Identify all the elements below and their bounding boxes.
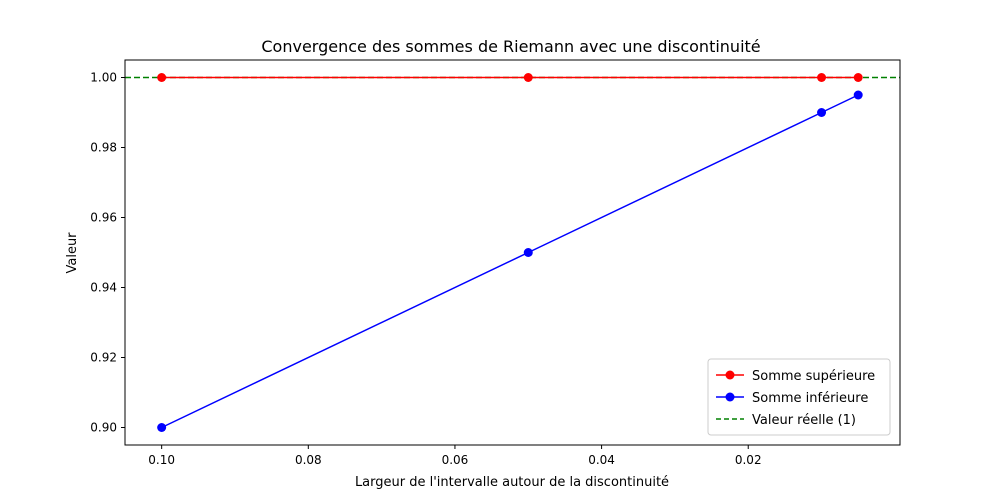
data-point [817,73,827,82]
data-point [157,73,167,82]
x-tick-label: 0.02 [735,453,762,467]
x-axis-label: Largeur de l'intervalle autour de la dis… [355,475,669,490]
legend-marker [725,392,735,402]
x-tick-label: 0.10 [148,453,175,467]
legend: Somme supérieure Somme inférieure Valeur r… [707,358,891,436]
data-point [817,108,827,117]
data-point [157,423,167,432]
y-tick-label: 0.98 [90,141,117,155]
axes-frame [124,59,901,446]
plot-area: 0.10 0.08 0.06 0.04 0.02 0.90 0.92 0.94 0.96 0.98… [90,59,901,467]
x-tick-label: 0.04 [588,453,615,467]
y-axis-label: Valeur [65,232,80,274]
legend-label: Valeur réelle (1) [752,413,856,428]
data-point [523,73,533,82]
y-tick-label: 1.00 [90,71,117,85]
x-tick-label: 0.08 [295,453,322,467]
y-tick-label: 0.92 [90,351,117,365]
y-tick-label: 0.96 [90,211,117,225]
legend-marker [725,370,735,380]
chart-title: Convergence des sommes de Riemann avec u… [261,37,760,56]
y-tick-label: 0.90 [90,421,117,435]
data-point [523,248,533,257]
data-point [853,90,863,100]
x-tick-label: 0.06 [442,453,469,467]
legend-box [707,358,891,436]
data-point [853,73,863,82]
series-line-2 [161,94,859,429]
legend-label: Somme supérieure [752,369,875,384]
legend-label: Somme inférieure [752,391,868,406]
y-tick-label: 0.94 [90,281,117,295]
